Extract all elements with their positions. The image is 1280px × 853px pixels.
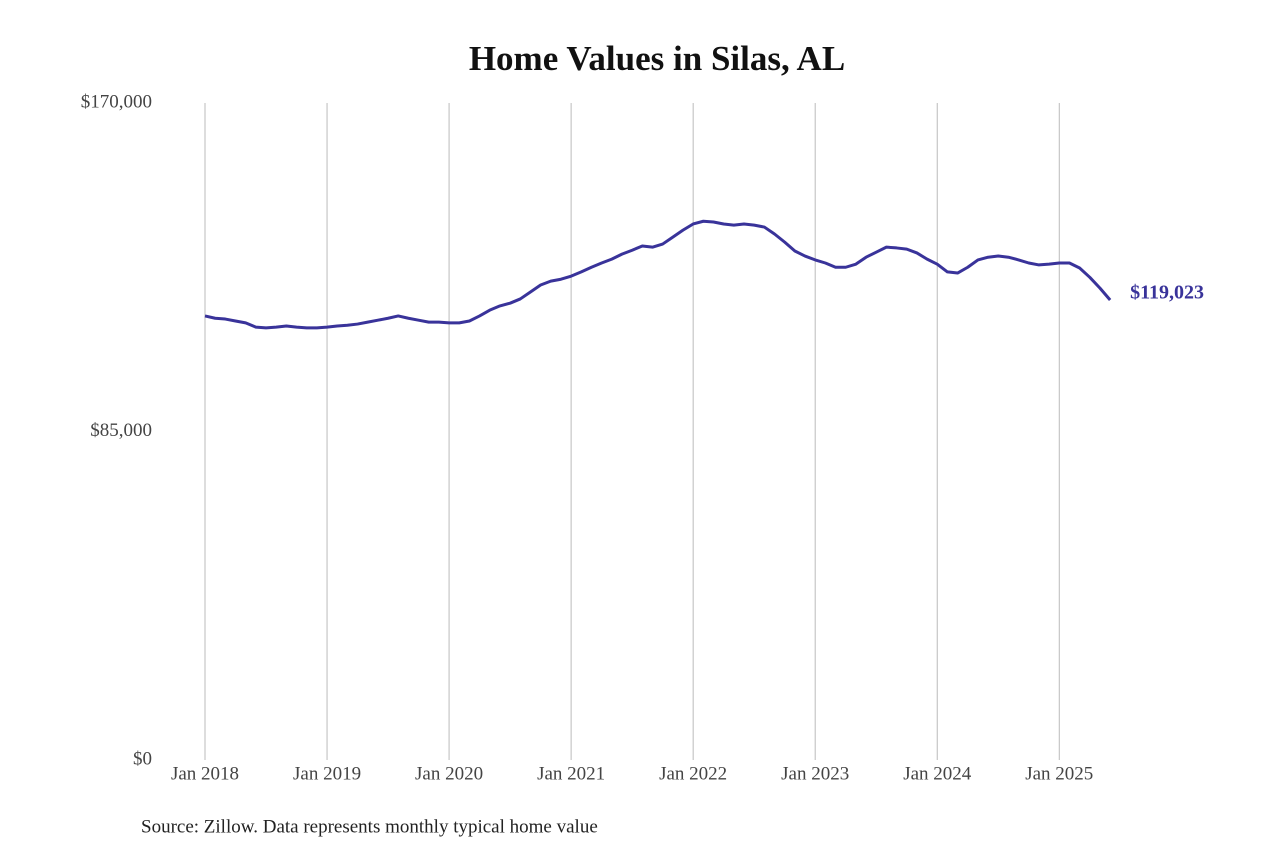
x-tick-label: Jan 2019 bbox=[293, 763, 361, 784]
x-tick-label: Jan 2022 bbox=[659, 763, 727, 784]
y-tick-label: $0 bbox=[133, 748, 152, 769]
x-tick-label: Jan 2018 bbox=[171, 763, 239, 784]
x-tick-label: Jan 2023 bbox=[781, 763, 849, 784]
chart-title: Home Values in Silas, AL bbox=[469, 39, 845, 78]
x-tick-label: Jan 2021 bbox=[537, 763, 605, 784]
data-label: $119,023 bbox=[1130, 282, 1204, 304]
y-tick-label: $170,000 bbox=[81, 91, 152, 112]
x-tick-label: Jan 2024 bbox=[903, 763, 972, 784]
data-line bbox=[204, 219, 1112, 330]
x-tick-label: Jan 2020 bbox=[415, 763, 483, 784]
x-tick-label: Jan 2025 bbox=[1025, 763, 1093, 784]
source-note: Source: Zillow. Data represents monthly … bbox=[141, 816, 598, 837]
y-tick-label: $85,000 bbox=[90, 420, 152, 441]
